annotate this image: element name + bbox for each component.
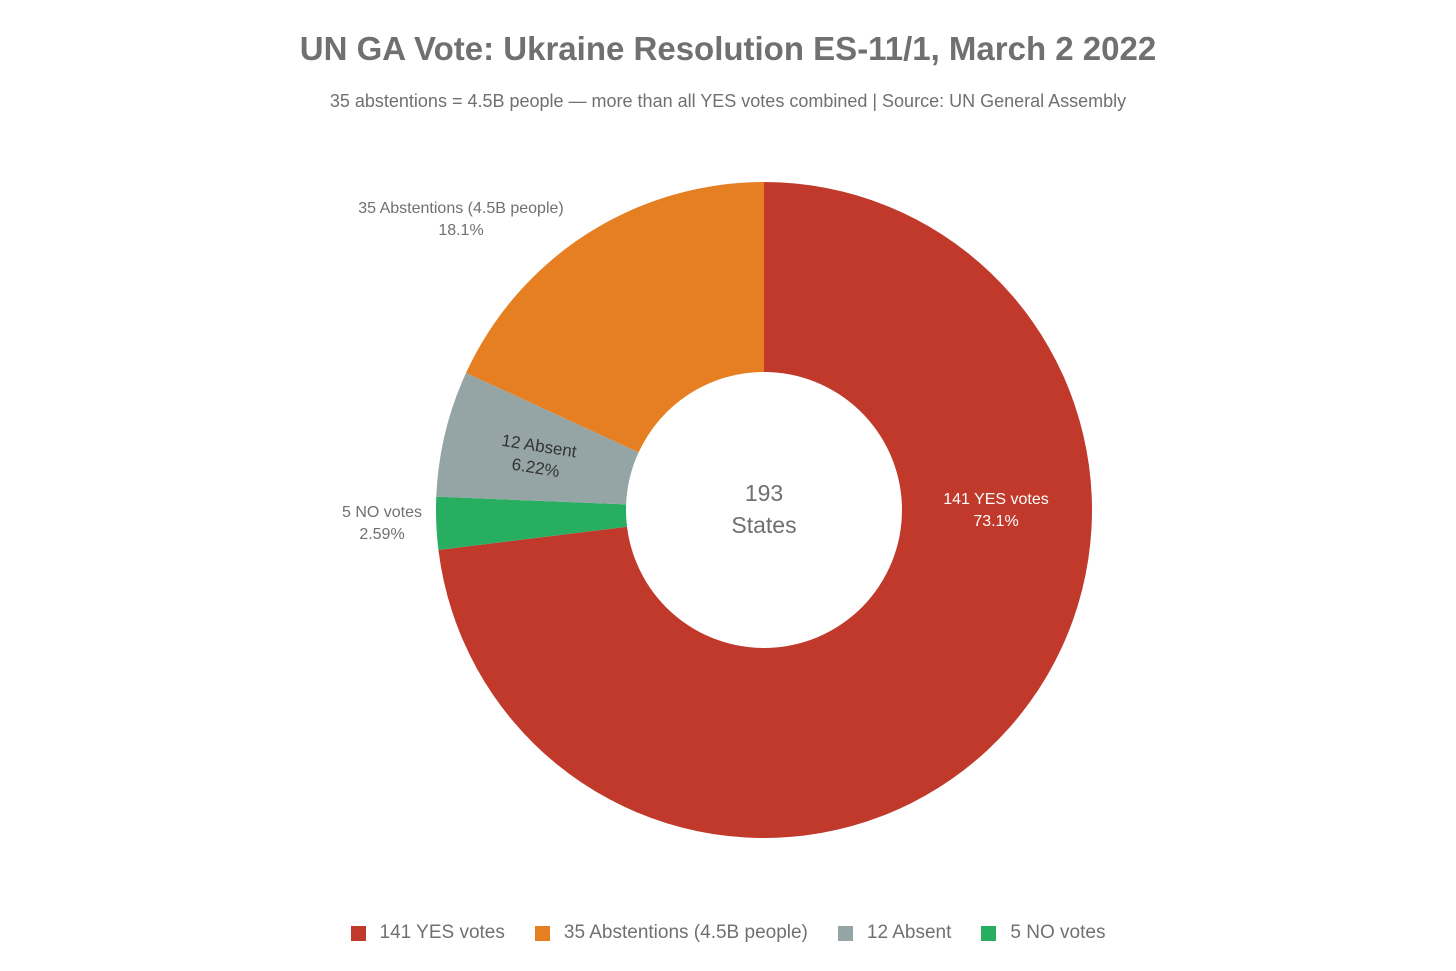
slice-12-absent[interactable] (436, 372, 639, 505)
chart-legend: 141 YES votes 35 Abstentions (4.5B peopl… (0, 922, 1456, 944)
slice-5-no-votes[interactable] (435, 496, 628, 550)
slice-percent-141-yes-votes: 73.1% (973, 513, 1018, 530)
legend-item-absent[interactable]: 12 Absent (837, 922, 952, 944)
legend-item-no[interactable]: 5 NO votes (981, 922, 1105, 944)
slice-label-5-no-votes: 5 NO votes (342, 504, 422, 521)
slice-35-abstentions-4-5b-people[interactable] (466, 182, 764, 453)
slice-percent-35-abstentions-4-5b-people: 18.1% (438, 222, 483, 239)
slice-label-141-yes-votes: 141 YES votes (943, 491, 1049, 508)
legend-label-yes: 141 YES votes (379, 922, 505, 943)
chart-title: UN GA Vote: Ukraine Resolution ES-11/1, … (299, 30, 1157, 67)
slice-label-35-abstentions-4-5b-people: 35 Abstentions (4.5B people) (358, 200, 563, 217)
slice-141-yes-votes[interactable] (438, 182, 1092, 838)
legend-swatch-yes (350, 925, 366, 941)
center-label-unit: States (731, 512, 796, 538)
legend-label-absent: 12 Absent (866, 922, 952, 943)
slice-percent-5-no-votes: 2.59% (359, 526, 404, 543)
chart-subtitle: 35 abstentions = 4.5B people — more than… (329, 91, 1127, 111)
legend-swatch-no (981, 925, 997, 941)
legend-label-abstentions: 35 Abstentions (4.5B people) (563, 922, 808, 943)
legend-item-abstentions[interactable]: 35 Abstentions (4.5B people) (534, 922, 808, 944)
legend-label-no: 5 NO votes (1010, 922, 1106, 943)
center-label-count: 193 (745, 480, 783, 506)
legend-item-yes[interactable]: 141 YES votes (350, 922, 505, 944)
legend-swatch-abstentions (534, 925, 550, 941)
legend-swatch-absent (837, 925, 853, 941)
